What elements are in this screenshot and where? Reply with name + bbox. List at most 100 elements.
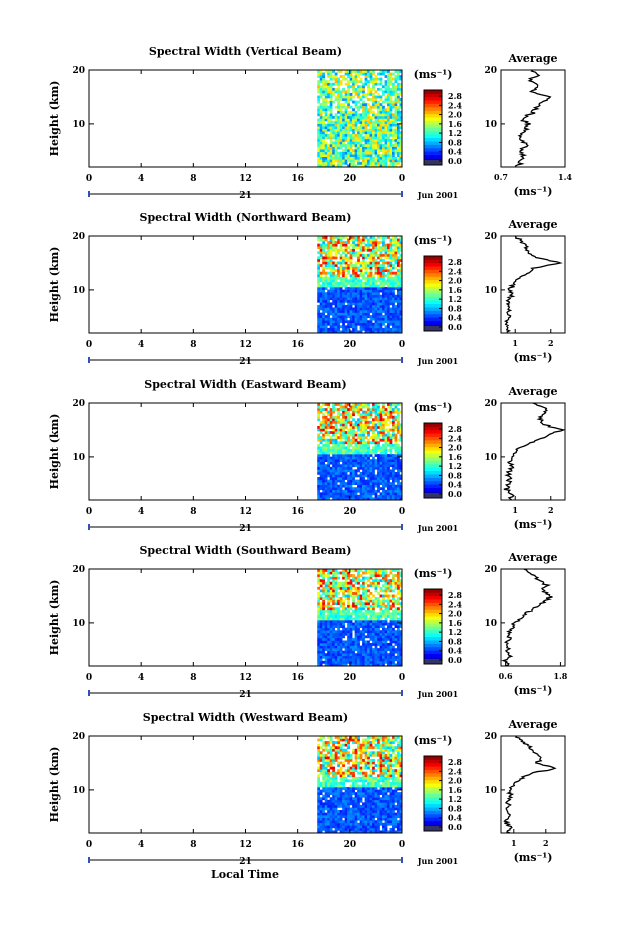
colorbar-frame bbox=[423, 255, 443, 332]
heatmap-cell bbox=[362, 164, 365, 168]
heatmap-cell bbox=[339, 294, 343, 298]
heatmap-cell bbox=[362, 287, 365, 290]
colorbar-unit: (ms⁻¹) bbox=[414, 567, 453, 580]
heatmap-cell bbox=[324, 830, 328, 834]
heatmap-cell bbox=[347, 660, 350, 664]
heatmap-cell bbox=[367, 492, 370, 496]
heatmap-cell bbox=[324, 456, 328, 460]
heatmap-cell bbox=[357, 156, 360, 160]
heatmap-cell bbox=[342, 497, 345, 501]
heatmap-cell bbox=[347, 454, 350, 457]
heatmap-cell bbox=[327, 645, 330, 649]
heatmap-cell bbox=[354, 494, 358, 498]
heatmap-cell bbox=[354, 474, 358, 478]
heatmap-cell bbox=[399, 266, 403, 270]
heatmap-cell bbox=[389, 327, 393, 331]
heatmap-cell bbox=[354, 658, 358, 662]
heatmap-cell bbox=[357, 589, 360, 593]
heatmap-cell bbox=[332, 133, 335, 137]
heatmap-cell bbox=[362, 90, 365, 94]
heatmap-cell bbox=[392, 602, 395, 606]
heatmap-cell bbox=[319, 70, 323, 73]
heatmap-cell bbox=[354, 72, 358, 76]
heatmap-cell bbox=[362, 469, 365, 473]
heatmap-cell bbox=[327, 604, 330, 608]
heatmap-cell bbox=[339, 589, 343, 593]
heatmap-cell bbox=[347, 281, 350, 285]
heatmap-cell bbox=[374, 105, 378, 109]
heatmap-cell bbox=[384, 287, 388, 290]
heatmap-cell bbox=[397, 144, 400, 147]
heatmap-cell bbox=[399, 100, 403, 104]
heatmap-cell bbox=[332, 569, 335, 572]
colorbar-frame bbox=[423, 422, 443, 499]
heatmap-cell bbox=[327, 781, 330, 785]
heatmap-cell bbox=[384, 253, 388, 257]
heatmap-cell bbox=[347, 151, 350, 155]
heatmap-cell bbox=[334, 586, 338, 590]
heatmap-cell bbox=[379, 108, 383, 112]
heatmap-cell bbox=[367, 271, 370, 275]
heatmap-cell bbox=[332, 271, 335, 275]
heatmap-cell bbox=[329, 425, 333, 429]
heatmap-cell bbox=[392, 420, 395, 424]
heatmap-cell bbox=[389, 461, 393, 465]
heatmap-cell bbox=[347, 110, 350, 114]
heatmap-cell bbox=[344, 410, 348, 414]
heatmap-cell bbox=[399, 594, 403, 598]
heatmap-cell bbox=[324, 103, 328, 107]
heatmap-cell bbox=[354, 320, 358, 324]
heatmap-cell bbox=[352, 487, 355, 491]
heatmap-cell bbox=[374, 138, 378, 142]
heatmap-cell bbox=[344, 241, 348, 244]
heatmap-cell bbox=[319, 438, 323, 442]
heatmap-cell bbox=[317, 802, 321, 806]
heatmap-cell bbox=[397, 154, 400, 158]
heatmap-cell bbox=[317, 576, 321, 580]
heatmap-cell bbox=[362, 614, 365, 618]
heatmap-cell bbox=[374, 581, 378, 585]
heatmap-cell bbox=[342, 650, 345, 654]
heatmap-cell bbox=[342, 617, 345, 621]
heatmap-cell bbox=[399, 492, 403, 496]
heatmap-cell bbox=[324, 292, 328, 296]
heatmap-cell bbox=[322, 281, 326, 285]
heatmap-cell bbox=[319, 637, 323, 641]
heatmap-cell bbox=[334, 115, 338, 119]
heatmap-cell bbox=[337, 632, 340, 636]
heatmap-cell bbox=[367, 482, 370, 485]
heatmap-cell bbox=[327, 810, 330, 813]
heatmap-cell bbox=[397, 279, 400, 283]
heatmap-cell bbox=[387, 643, 390, 646]
heatmap-cell bbox=[357, 238, 360, 242]
heatmap-cell bbox=[354, 281, 358, 285]
heatmap-cell bbox=[337, 653, 340, 657]
heatmap-cell bbox=[334, 126, 338, 130]
heatmap-cell bbox=[379, 594, 383, 598]
average-unit: (ms⁻¹) bbox=[514, 185, 553, 198]
heatmap-cell bbox=[347, 482, 350, 485]
heatmap-cell bbox=[387, 92, 390, 96]
heatmap-cell bbox=[337, 276, 340, 280]
heatmap-cell bbox=[354, 489, 358, 493]
heatmap-cell bbox=[399, 436, 403, 440]
heatmap-cell bbox=[334, 418, 338, 422]
heatmap-cell bbox=[319, 276, 323, 280]
heatmap-cell bbox=[369, 581, 373, 585]
heatmap-cell bbox=[387, 317, 390, 321]
heatmap-cell bbox=[374, 477, 378, 480]
heatmap-cell bbox=[379, 294, 383, 298]
heatmap-cell bbox=[334, 118, 338, 122]
y-tick-label: 20 bbox=[72, 565, 85, 575]
heatmap-cell bbox=[387, 80, 390, 84]
heatmap-cell bbox=[317, 784, 321, 788]
colorbar-segment bbox=[424, 117, 442, 121]
heatmap-cell bbox=[362, 484, 365, 488]
heatmap-cell bbox=[354, 648, 358, 651]
x-tick-label: 8 bbox=[190, 340, 196, 350]
heatmap-cell bbox=[364, 653, 368, 657]
heatmap-cell bbox=[342, 154, 345, 158]
heatmap-cell bbox=[367, 118, 370, 122]
heatmap-cell bbox=[352, 413, 355, 417]
heatmap-cell bbox=[354, 454, 358, 457]
